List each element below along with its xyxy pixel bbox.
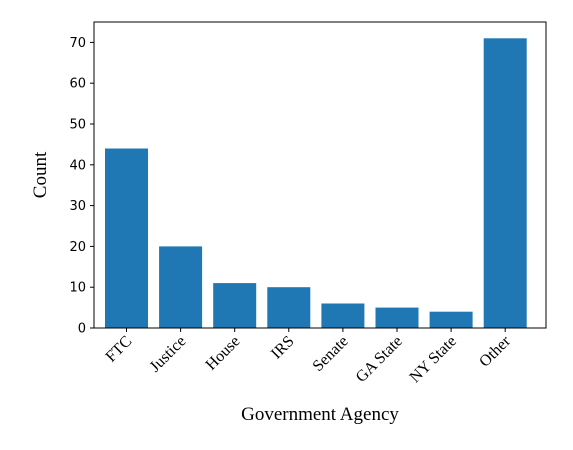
x-axis-title: Government Agency	[241, 404, 399, 425]
y-axis-ticks: 0 10 20 30 40 50 60 70	[69, 36, 94, 337]
y-tick-label: 40	[69, 158, 86, 173]
x-tick-label: IRS	[268, 333, 298, 363]
bar-ga-state	[375, 307, 419, 328]
x-tick-label: GA State	[353, 333, 406, 386]
x-tick-label: Justice	[147, 333, 190, 376]
y-axis-title: Count	[30, 151, 51, 198]
x-axis-ticks: FTC Justice House IRS Senate GA State NY State…	[103, 328, 514, 386]
x-tick-label: House	[203, 333, 244, 374]
y-tick-label: 50	[69, 118, 86, 133]
y-tick-label: 10	[69, 281, 86, 296]
bar-irs	[267, 287, 311, 328]
y-tick-label: 60	[69, 77, 86, 92]
plot-frame	[93, 21, 547, 329]
bar-ny-state	[429, 311, 473, 328]
bar-house	[213, 283, 257, 328]
bar-senate	[321, 303, 365, 328]
bar-other	[483, 38, 527, 329]
x-tick-label: Senate	[310, 333, 352, 375]
y-tick-label: 0	[78, 322, 86, 337]
y-tick-label: 70	[69, 36, 86, 51]
bar-ftc	[105, 148, 148, 328]
bar-justice	[159, 246, 203, 328]
x-tick-label: Other	[476, 332, 514, 370]
y-tick-label: 20	[69, 240, 86, 255]
bars-group	[105, 38, 527, 329]
x-tick-label: FTC	[103, 333, 136, 366]
y-tick-label: 30	[69, 199, 86, 214]
x-tick-label: NY State	[407, 333, 460, 386]
